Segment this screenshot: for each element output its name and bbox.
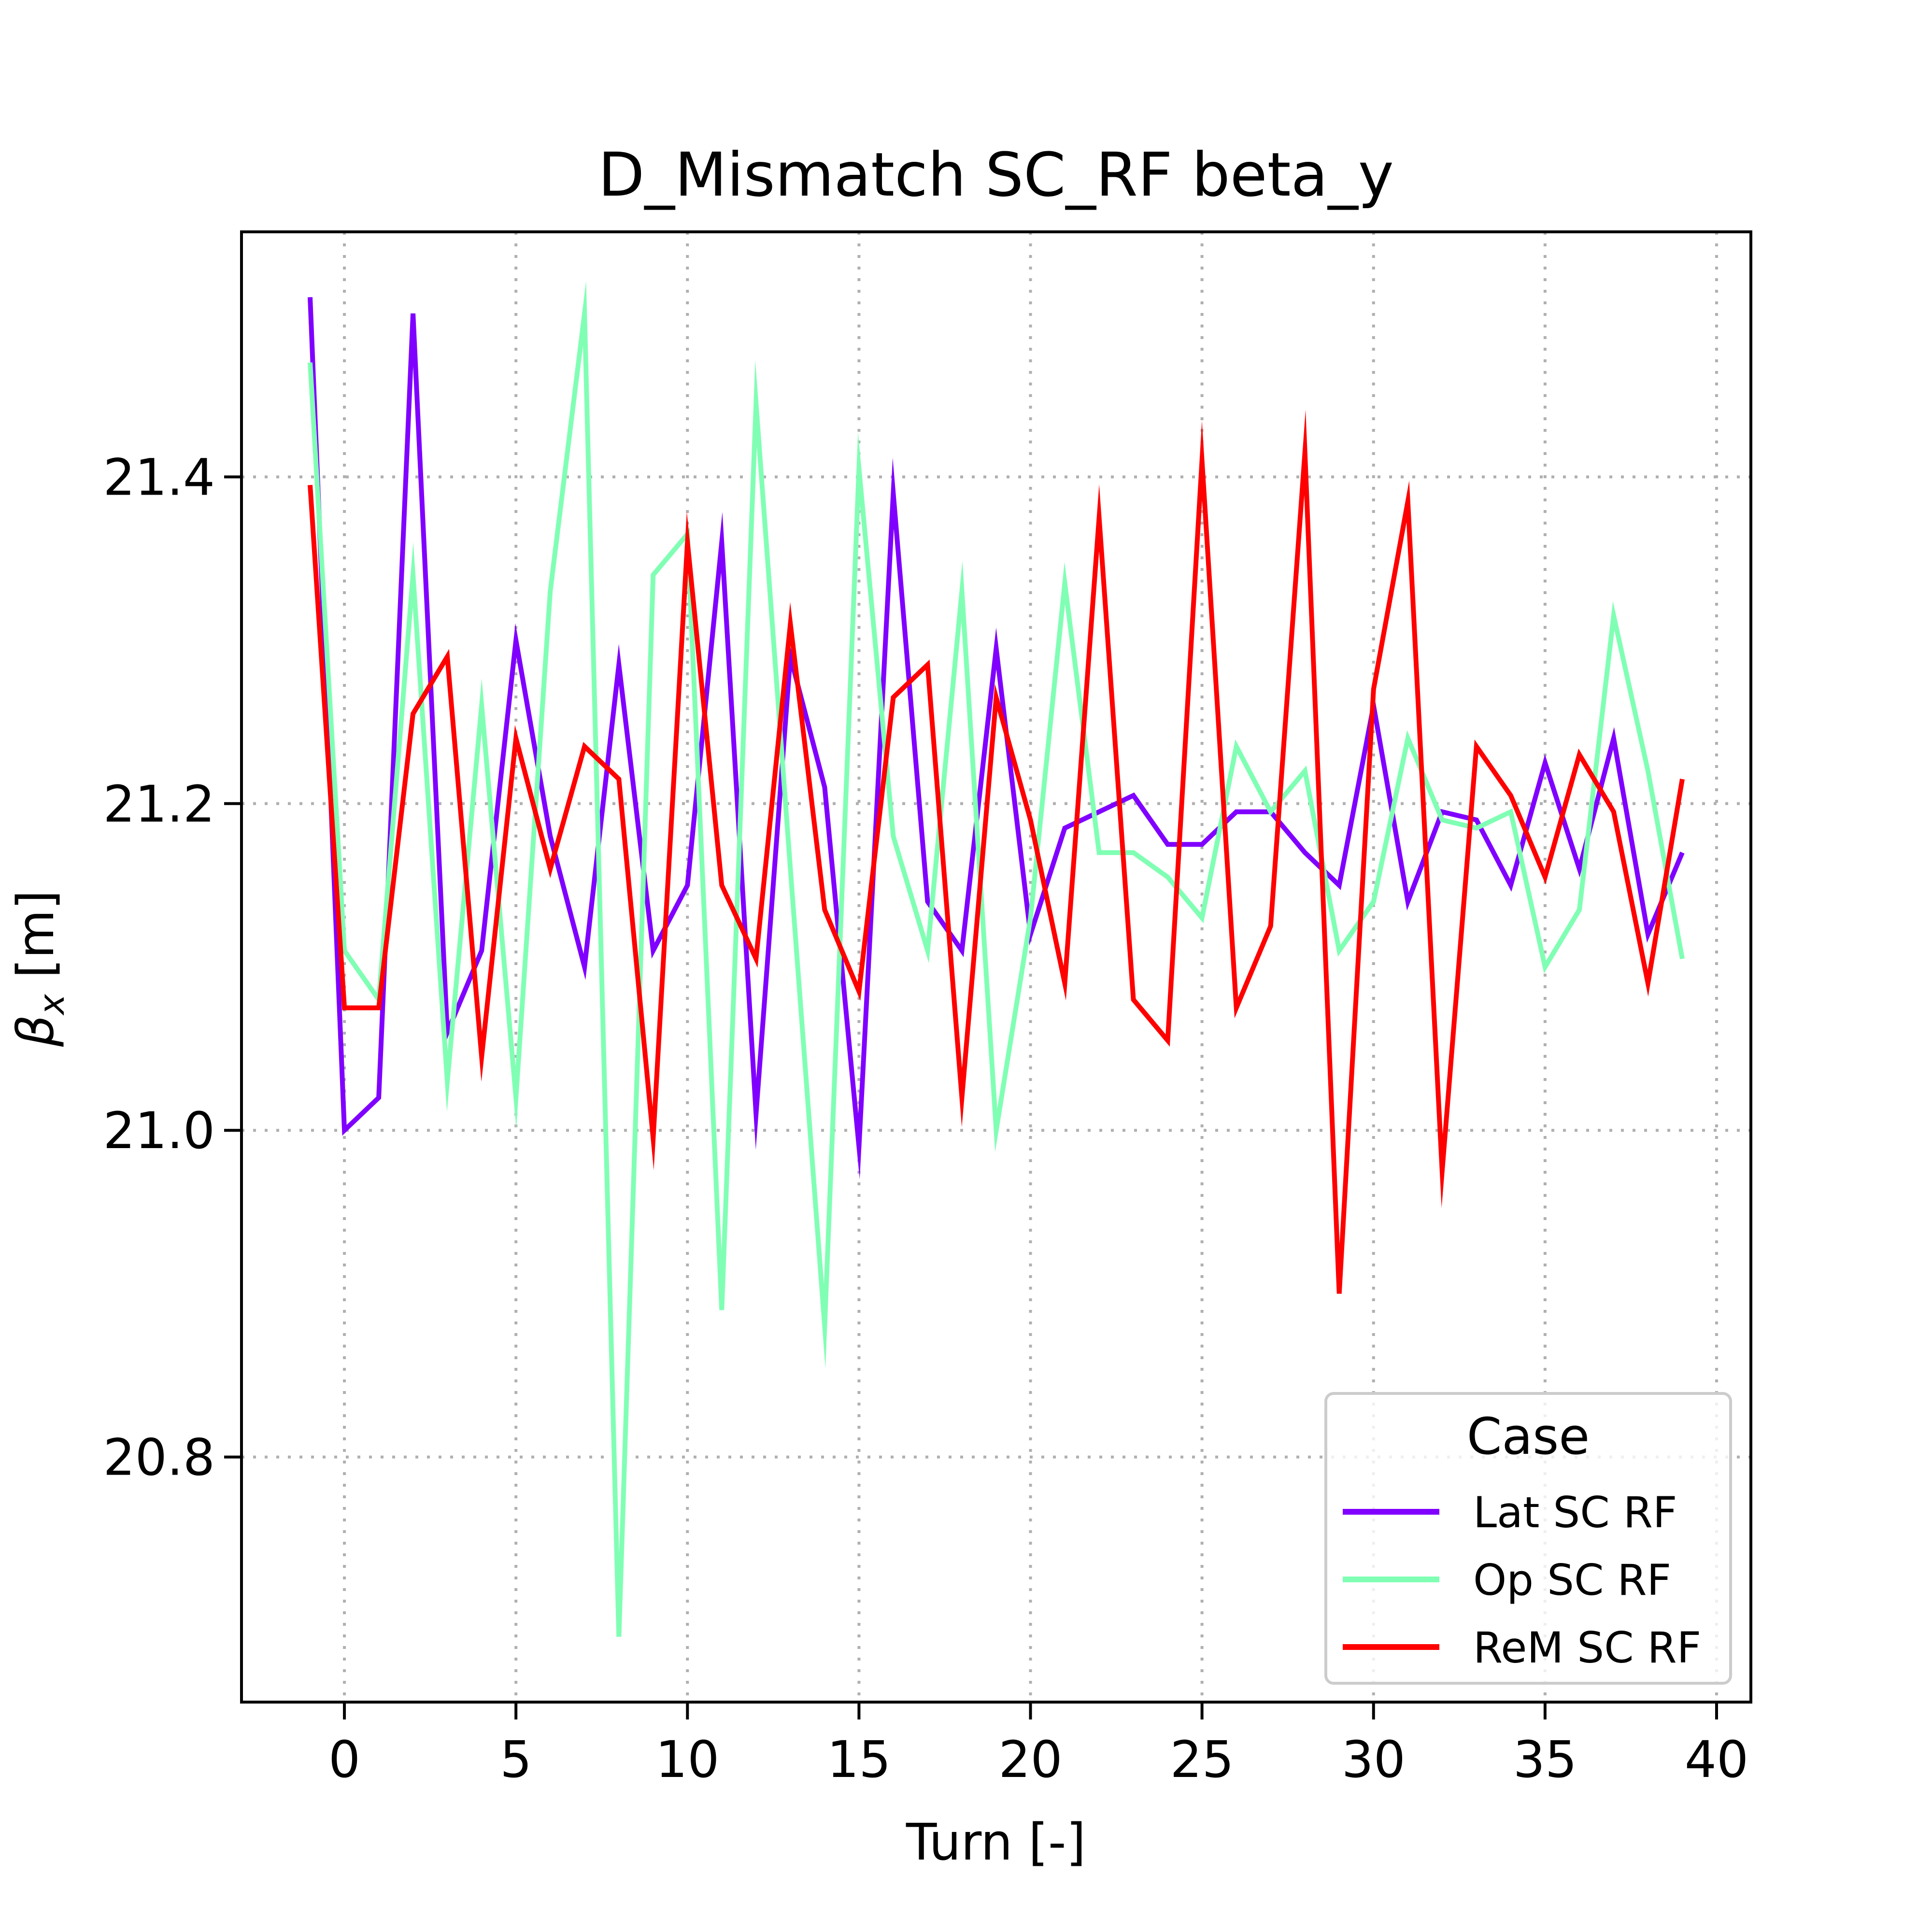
legend-label: Lat SC RF — [1473, 1488, 1677, 1537]
y-axis-label-symbol: β — [6, 1015, 65, 1047]
plot-area-frame — [240, 230, 1752, 1704]
y-axis-label-subscript: x — [31, 994, 72, 1016]
x-tick-label: 0 — [328, 1730, 360, 1789]
y-axis-label-unit: [m] — [6, 890, 65, 994]
y-tick-label: 21.0 — [103, 1101, 215, 1160]
x-tick-label: 25 — [1170, 1730, 1234, 1789]
legend-entries: Lat SC RF Op SC RF ReM SC RF — [1343, 1488, 1701, 1673]
x-tick-label: 40 — [1685, 1730, 1748, 1789]
legend-box — [1324, 1392, 1732, 1685]
x-tick-label: 35 — [1513, 1730, 1577, 1789]
series-lines — [308, 281, 1685, 1637]
legend-label: ReM SC RF — [1473, 1623, 1701, 1673]
legend: Case Lat SC RF Op SC RF ReM SC RF — [1324, 1392, 1732, 1685]
x-tick-label: 20 — [998, 1730, 1062, 1789]
y-axis-label: βx [m] — [6, 890, 72, 1048]
y-tick-label: 21.2 — [103, 775, 215, 834]
x-axis-label: Turn [-] — [906, 1813, 1086, 1872]
y-tick-label: 20.8 — [103, 1428, 215, 1487]
legend-title: Case — [1467, 1407, 1590, 1466]
series-line-3 — [308, 410, 1685, 1294]
legend-label: Op SC RF — [1473, 1555, 1671, 1605]
x-tick-label: 10 — [655, 1730, 719, 1789]
y-tick-label: 21.4 — [103, 448, 215, 507]
x-tick-label: 5 — [500, 1730, 532, 1789]
chart-title: D_Mismatch SC_RF beta_y — [598, 140, 1393, 210]
axis-ticks: 0 5 10 15 20 25 30 35 40 20.8 21.0 21.2 21.4 — [103, 448, 1748, 1789]
x-tick-label: 15 — [827, 1730, 891, 1789]
x-tick-label: 30 — [1342, 1730, 1406, 1789]
series-line-2 — [308, 281, 1685, 1637]
